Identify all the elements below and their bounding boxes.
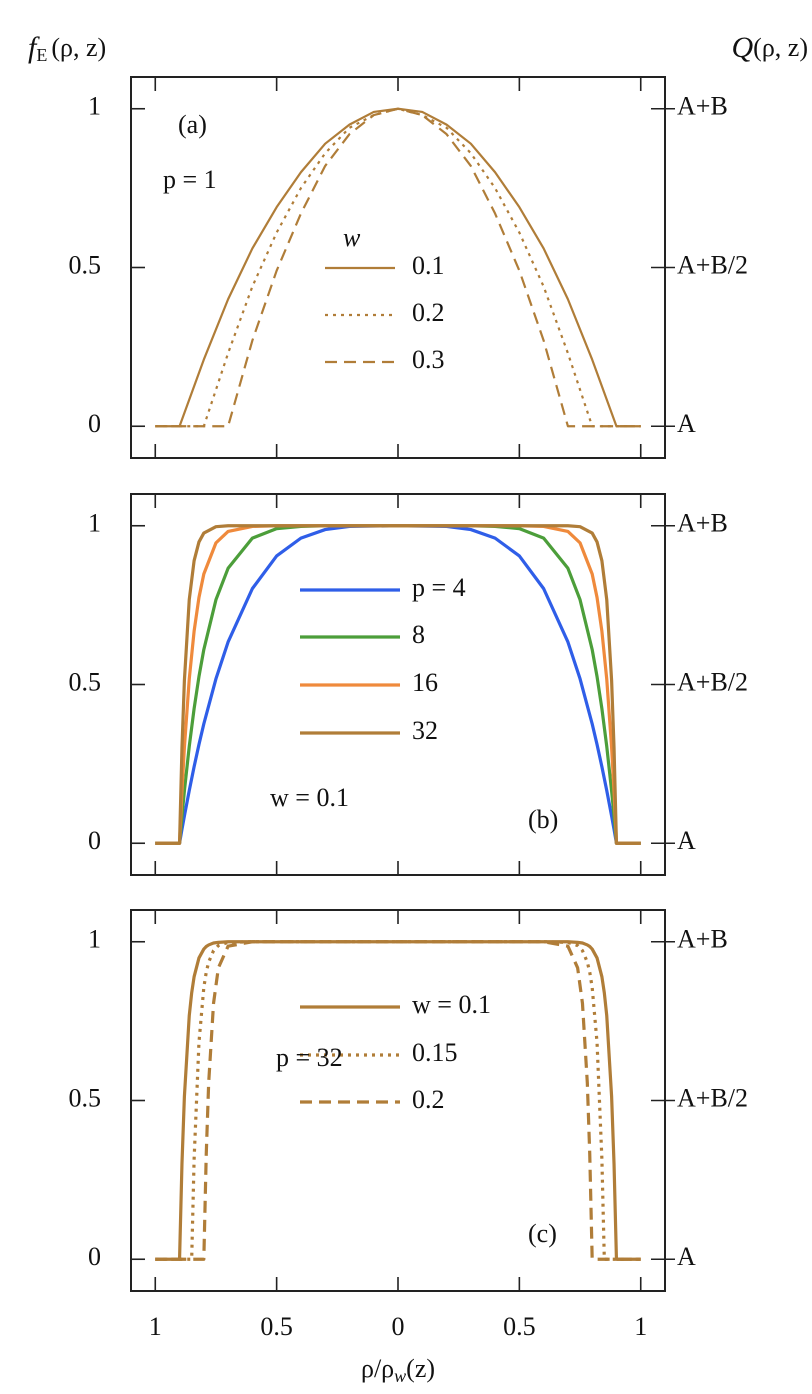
y2-tick-label: A+B	[677, 925, 728, 954]
legend-label: w = 0.1	[412, 990, 491, 1019]
annotation: p = 1	[163, 165, 217, 194]
x-axis-label-part: ρ/ρ	[361, 1354, 394, 1383]
x-tick-label: 0	[392, 1312, 405, 1341]
x-tick-label: 0.5	[260, 1312, 293, 1341]
legend-label: 0.1	[412, 251, 445, 280]
y-tick-label: 0.5	[69, 250, 102, 279]
legend-label: 32	[412, 716, 438, 745]
annotation: (a)	[178, 110, 207, 139]
legend-label: 0.2	[412, 298, 445, 327]
annotation: (c)	[528, 1219, 557, 1248]
y-tick-label: 0	[88, 826, 101, 855]
legend-title: w	[343, 223, 361, 252]
plot-frame	[130, 493, 666, 876]
y2-tick-label: A	[677, 826, 696, 855]
legend-label: 0.2	[412, 1085, 445, 1114]
series-line	[155, 940, 641, 1261]
y-tick-label: 0.5	[69, 667, 102, 696]
y-axis-label: fE (ρ, z)	[28, 31, 106, 65]
y-axis-label-part: (ρ, z)	[51, 33, 106, 62]
y2-tick-label: A+B	[677, 509, 728, 538]
plot-frame	[130, 909, 666, 1292]
series-line	[155, 107, 641, 428]
legend-label: p = 4	[412, 573, 466, 602]
x-axis-label-part: w	[394, 1366, 406, 1386]
legend-label: 8	[412, 620, 425, 649]
legend-label: 16	[412, 668, 438, 697]
y-tick-label: 0.5	[69, 1083, 102, 1112]
y-tick-label: 1	[88, 92, 101, 121]
x-tick-label: 1	[634, 1312, 647, 1341]
y-tick-label: 1	[88, 509, 101, 538]
x-axis-label-part: (z)	[406, 1354, 435, 1383]
y2-tick-label: A+B/2	[677, 667, 748, 696]
legend-label: 0.3	[412, 345, 445, 374]
y2-axis-label-part: Q	[731, 31, 753, 64]
y2-tick-label: A	[677, 1242, 696, 1271]
y-axis-label-part: E	[36, 45, 47, 65]
y2-tick-label: A	[677, 409, 696, 438]
y2-tick-label: A+B/2	[677, 250, 748, 279]
y2-tick-label: A+B	[677, 92, 728, 121]
series-line	[155, 107, 641, 428]
annotation: w = 0.1	[270, 783, 349, 812]
annotation: (b)	[528, 805, 558, 834]
y2-axis-label: Q(ρ, z)	[731, 31, 808, 64]
y-tick-label: 0	[88, 409, 101, 438]
series-line	[155, 107, 641, 428]
y2-axis-label-part: (ρ, z)	[753, 33, 808, 62]
plot-frame	[130, 76, 666, 459]
y-tick-label: 1	[88, 925, 101, 954]
x-axis-label: ρ/ρw(z)	[361, 1354, 435, 1386]
legend-label: 0.15	[412, 1038, 458, 1067]
annotation: p = 32	[276, 1043, 343, 1072]
series-line	[155, 524, 641, 845]
x-tick-label: 1	[149, 1312, 162, 1341]
x-tick-label: 0.5	[503, 1312, 536, 1341]
y2-tick-label: A+B/2	[677, 1083, 748, 1112]
y-tick-label: 0	[88, 1242, 101, 1271]
